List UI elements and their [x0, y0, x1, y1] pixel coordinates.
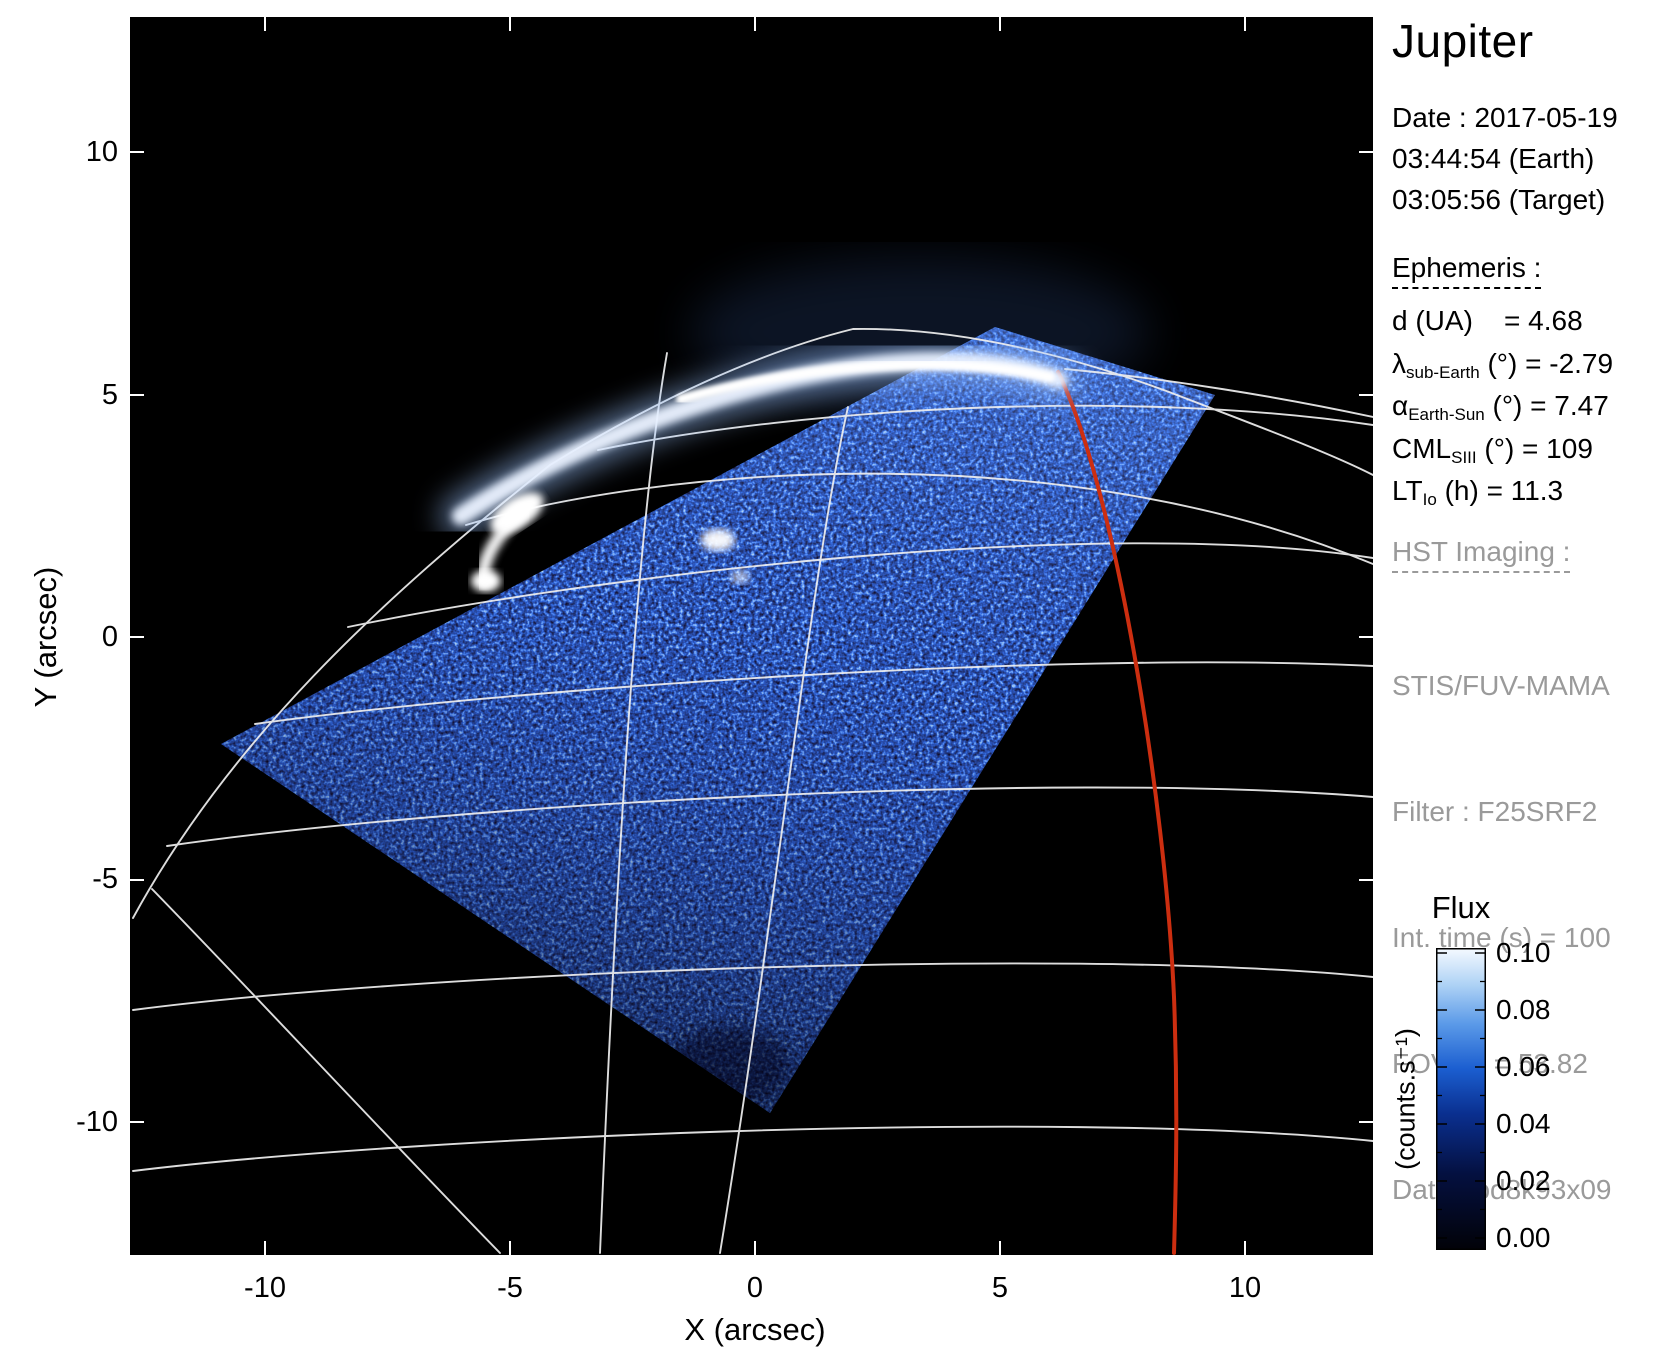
quantity-subscript: Io [1422, 490, 1437, 509]
x-tick-label: 5 [991, 1272, 1009, 1304]
latitude-arc-1b [1064, 368, 1373, 418]
red-meridian-line [1056, 370, 1179, 1255]
plot-frame-ticks [130, 17, 1373, 1255]
planet-graticule [132, 327, 1373, 1254]
ephemeris-row-cml: CMLSIII (°) = 109 [1392, 428, 1613, 471]
data-id-line: Data : od8k93x09 [1392, 1174, 1612, 1205]
quantity-value: (°) = -2.79 [1479, 347, 1614, 379]
target-time: 03:05:56 (Target) [1392, 184, 1606, 215]
limb-lower-branch [151, 888, 501, 1254]
latitude-arc-6 [132, 962, 1373, 1011]
colorbar-tick-label: 0.10 [1496, 937, 1551, 968]
latitude-arc-3 [347, 542, 1373, 628]
y-tick-label: 0 [101, 621, 118, 653]
quantity-subscript: sub-Earth [1406, 362, 1480, 382]
aurora-blob-lower-left [471, 570, 501, 592]
ephemeris-row-io-localtime: LTIo (h) = 11.3 [1392, 470, 1613, 513]
colorbar-title: Flux [1431, 890, 1491, 925]
ephemeris-row-subearth-lat: λsub-Earth (°) = -2.79 [1392, 343, 1613, 386]
colorbar-tick-label: 0.06 [1496, 1051, 1551, 1082]
latitude-arc-5 [166, 786, 1373, 847]
faint-footprint-spot [730, 570, 750, 584]
aurora-bright-core [676, 359, 1055, 404]
ephemeris-row-phase-angle: αEarth-Sun (°) = 7.47 [1392, 385, 1613, 428]
colorbar-tick-label: 0.00 [1496, 1222, 1551, 1253]
colorbar-unit-label: (counts.s⁻¹) [1390, 1028, 1421, 1170]
latitude-arc-1 [597, 404, 1373, 451]
x-axis-title: X (arcsec) [684, 1312, 826, 1347]
ephemeris-heading: Ephemeris : [1392, 252, 1542, 289]
x-tick-label: -5 [497, 1272, 523, 1304]
y-tick-label: -5 [92, 863, 118, 895]
quantity-subscript: SIII [1451, 447, 1477, 467]
colorbar [1436, 948, 1486, 1250]
integration-time-line: Int. time (s) = 100 [1392, 922, 1611, 953]
y-axis-title: Y (arcsec) [28, 566, 63, 708]
aurora-blob-left [490, 492, 544, 534]
quantity-symbol: LT [1392, 475, 1423, 506]
aurora-oval [440, 340, 1080, 590]
earth-time: 03:44:54 (Earth) [1392, 143, 1595, 174]
y-tick-label: 5 [101, 379, 118, 411]
quantity-symbol: d [1392, 305, 1408, 336]
y-tick-label: 10 [85, 136, 118, 168]
quantity-value: (°) = 109 [1476, 432, 1593, 464]
quantity-subscript: Earth-Sun [1408, 405, 1485, 424]
io-footprint-spot [701, 529, 735, 551]
hst-imaging-details: STIS/FUV-MAMA Filter : F25SRF2 Int. time… [1392, 581, 1612, 1253]
hst-imaging-heading: HST Imaging : [1392, 536, 1571, 573]
latitude-arc-2 [465, 472, 1373, 565]
colorbar-tick-label: 0.02 [1496, 1165, 1551, 1196]
observation-date: Date : 2017-05-19 [1392, 102, 1618, 133]
quantity-value: (h) = 11.3 [1436, 475, 1564, 506]
instrument-line: STIS/FUV-MAMA [1392, 670, 1610, 701]
colorbar-gradient [1436, 948, 1486, 1250]
colorbar-ticks [1437, 952, 1485, 1239]
x-tick-label: -10 [244, 1272, 286, 1304]
quantity-symbol: λ [1392, 347, 1406, 379]
colorbar-tick-label: 0.08 [1496, 994, 1551, 1025]
filter-line: Filter : F25SRF2 [1392, 796, 1598, 827]
quantity-value: (°) = 7.47 [1484, 390, 1609, 421]
x-tick-label: 10 [1228, 1272, 1262, 1304]
y-tick-label: -10 [76, 1106, 118, 1138]
latitude-arc-7 [132, 1125, 1373, 1172]
quantity-value: (UA) = 4.68 [1407, 305, 1583, 336]
page-title: Jupiter [1392, 15, 1534, 67]
observation-times: Date : 2017-05-19 03:44:54 (Earth) 03:05… [1392, 97, 1618, 220]
quantity-symbol: α [1392, 390, 1409, 421]
aurora-spots [471, 492, 750, 592]
x-tick-label: 0 [746, 1272, 764, 1304]
colorbar-tick-label: 0.04 [1496, 1108, 1551, 1139]
latitude-arc-4 [254, 661, 1373, 725]
ephemeris-row-distance: d (UA) = 4.68 [1392, 300, 1613, 343]
fuv-image-canvas [130, 17, 1373, 1255]
ephemeris-table: d (UA) = 4.68 λsub-Earth (°) = -2.79 αEa… [1392, 300, 1613, 513]
meridian-arc-2 [719, 406, 849, 1254]
quantity-symbol: CML [1392, 432, 1452, 464]
sky-plot-area [130, 17, 1373, 1255]
